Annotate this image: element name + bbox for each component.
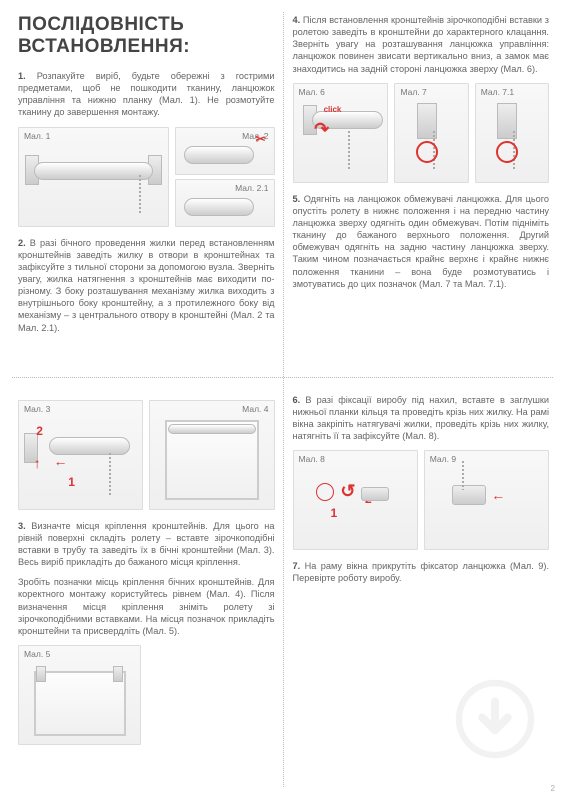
step-4: 4. Після встановлення кронштейнів зірочк… — [293, 14, 550, 75]
figure-row-1: Мал. 1 Мал. 2 ✂ Мал. 2.1 — [18, 127, 275, 227]
figure-row-6: Мал. 8 1 2 ↺ Мал. 9 ← — [293, 450, 550, 550]
figure-2-1-label: Мал. 2.1 — [235, 183, 268, 193]
watermark-icon — [455, 679, 535, 759]
figure-2-1: Мал. 2.1 — [175, 179, 274, 227]
step-6: 6. В разі фіксації виробу під нахил, вст… — [293, 394, 550, 443]
chain-icon — [348, 131, 350, 170]
figure-5-label: Мал. 5 — [24, 649, 50, 659]
red-circle-icon — [316, 483, 334, 501]
figure-6: Мал. 6 click ↷ — [293, 83, 389, 183]
figure-3: Мал. 3 1 2 ← ↑ — [18, 400, 143, 510]
chain-icon — [139, 175, 141, 214]
figure-7-1-label: Мал. 7.1 — [481, 87, 514, 97]
figure-3-label: Мал. 3 — [24, 404, 50, 414]
callout-2: 2 — [36, 424, 43, 438]
roller-icon — [168, 424, 257, 434]
quadrant-bottom-left: Мал. 3 1 2 ← ↑ Мал. 4 3. Визначте місця … — [18, 382, 279, 787]
tensioner-icon — [361, 487, 389, 501]
step-2: 2. В разі бічного проведення жилки перед… — [18, 237, 275, 334]
step-6-text: В разі фіксації виробу під нахил, вставт… — [293, 395, 550, 441]
arrow-icon: ↑ — [34, 455, 41, 471]
window-frame-icon — [34, 671, 126, 736]
figure-2: Мал. 2 ✂ — [175, 127, 274, 175]
figure-row-3: Мал. 3 1 2 ← ↑ Мал. 4 — [18, 400, 275, 510]
step-3a: 3. Визначте місця кріплення кронштейнів.… — [18, 520, 275, 569]
figure-9: Мал. 9 ← — [424, 450, 549, 550]
step-2-text: В разі бічного проведення жилки перед вс… — [18, 238, 275, 333]
step-1: 1. Розпакуйте виріб, будьте обережні з г… — [18, 70, 275, 119]
figure-9-label: Мал. 9 — [430, 454, 456, 464]
figure-2-group: Мал. 2 ✂ Мал. 2.1 — [175, 127, 274, 227]
roller-icon — [34, 162, 153, 180]
figure-7: Мал. 7 — [394, 83, 468, 183]
red-circle-icon — [416, 141, 438, 163]
figure-1-label: Мал. 1 — [24, 131, 50, 141]
figure-7-label: Мал. 7 — [400, 87, 426, 97]
figure-7-1: Мал. 7.1 — [475, 83, 549, 183]
arrow-icon: ↺ — [340, 481, 355, 502]
page-title: Послідовність встановлення: — [18, 14, 275, 58]
page-number: 2 — [551, 784, 555, 793]
quadrant-top-left: Послідовність встановлення: 1. Розпакуйт… — [18, 14, 279, 382]
figure-5: Мал. 5 — [18, 645, 141, 745]
chain-icon — [109, 453, 111, 496]
chain-icon — [462, 461, 464, 490]
arrow-icon: ✂ — [256, 132, 266, 146]
figure-4-label: Мал. 4 — [242, 404, 268, 414]
bracket-icon — [113, 666, 123, 682]
red-circle-icon — [496, 141, 518, 163]
figure-row-4: Мал. 6 click ↷ Мал. 7 Мал. 7.1 — [293, 83, 550, 183]
step-7: 7. На раму вікна прикрутіть фіксатор лан… — [293, 560, 550, 584]
step-3b-text: Зробіть позначки місць кріплення бічних … — [18, 577, 275, 636]
step-7-text: На раму вікна прикрутіть фіксатор ланцюж… — [293, 561, 550, 583]
roller-icon — [184, 146, 254, 164]
figure-8-label: Мал. 8 — [299, 454, 325, 464]
step-5: 5. Одягніть на ланцюжок обмежувачі ланцю… — [293, 193, 550, 290]
callout-1: 1 — [330, 506, 337, 520]
step-4-text: Після встановлення кронштейнів зірочкопо… — [293, 15, 550, 74]
figure-row-5: Мал. 5 — [18, 645, 275, 745]
roller-icon — [184, 198, 254, 216]
click-label: click — [324, 105, 342, 114]
bracket-icon — [36, 666, 46, 682]
step-5-text: Одягніть на ланцюжок обмежувачі ланцюжка… — [293, 194, 550, 289]
arrow-icon: ← — [491, 487, 505, 503]
step-1-text: Розпакуйте виріб, будьте обережні з гост… — [18, 71, 275, 117]
figure-1: Мал. 1 — [18, 127, 169, 227]
fixator-icon — [452, 485, 486, 505]
step-3b: Зробіть позначки місць кріплення бічних … — [18, 576, 275, 637]
arrow-icon: ← — [54, 453, 68, 469]
callout-1: 1 — [68, 475, 75, 489]
figure-6-label: Мал. 6 — [299, 87, 325, 97]
vertical-divider — [283, 12, 284, 787]
step-3a-text: Визначте місця кріплення кронштейнів. Дл… — [18, 521, 275, 567]
figure-4: Мал. 4 — [149, 400, 274, 510]
quadrant-top-right: 4. Після встановлення кронштейнів зірочк… — [293, 14, 554, 382]
figure-8: Мал. 8 1 2 ↺ — [293, 450, 418, 550]
arrow-icon: ↷ — [314, 119, 329, 140]
